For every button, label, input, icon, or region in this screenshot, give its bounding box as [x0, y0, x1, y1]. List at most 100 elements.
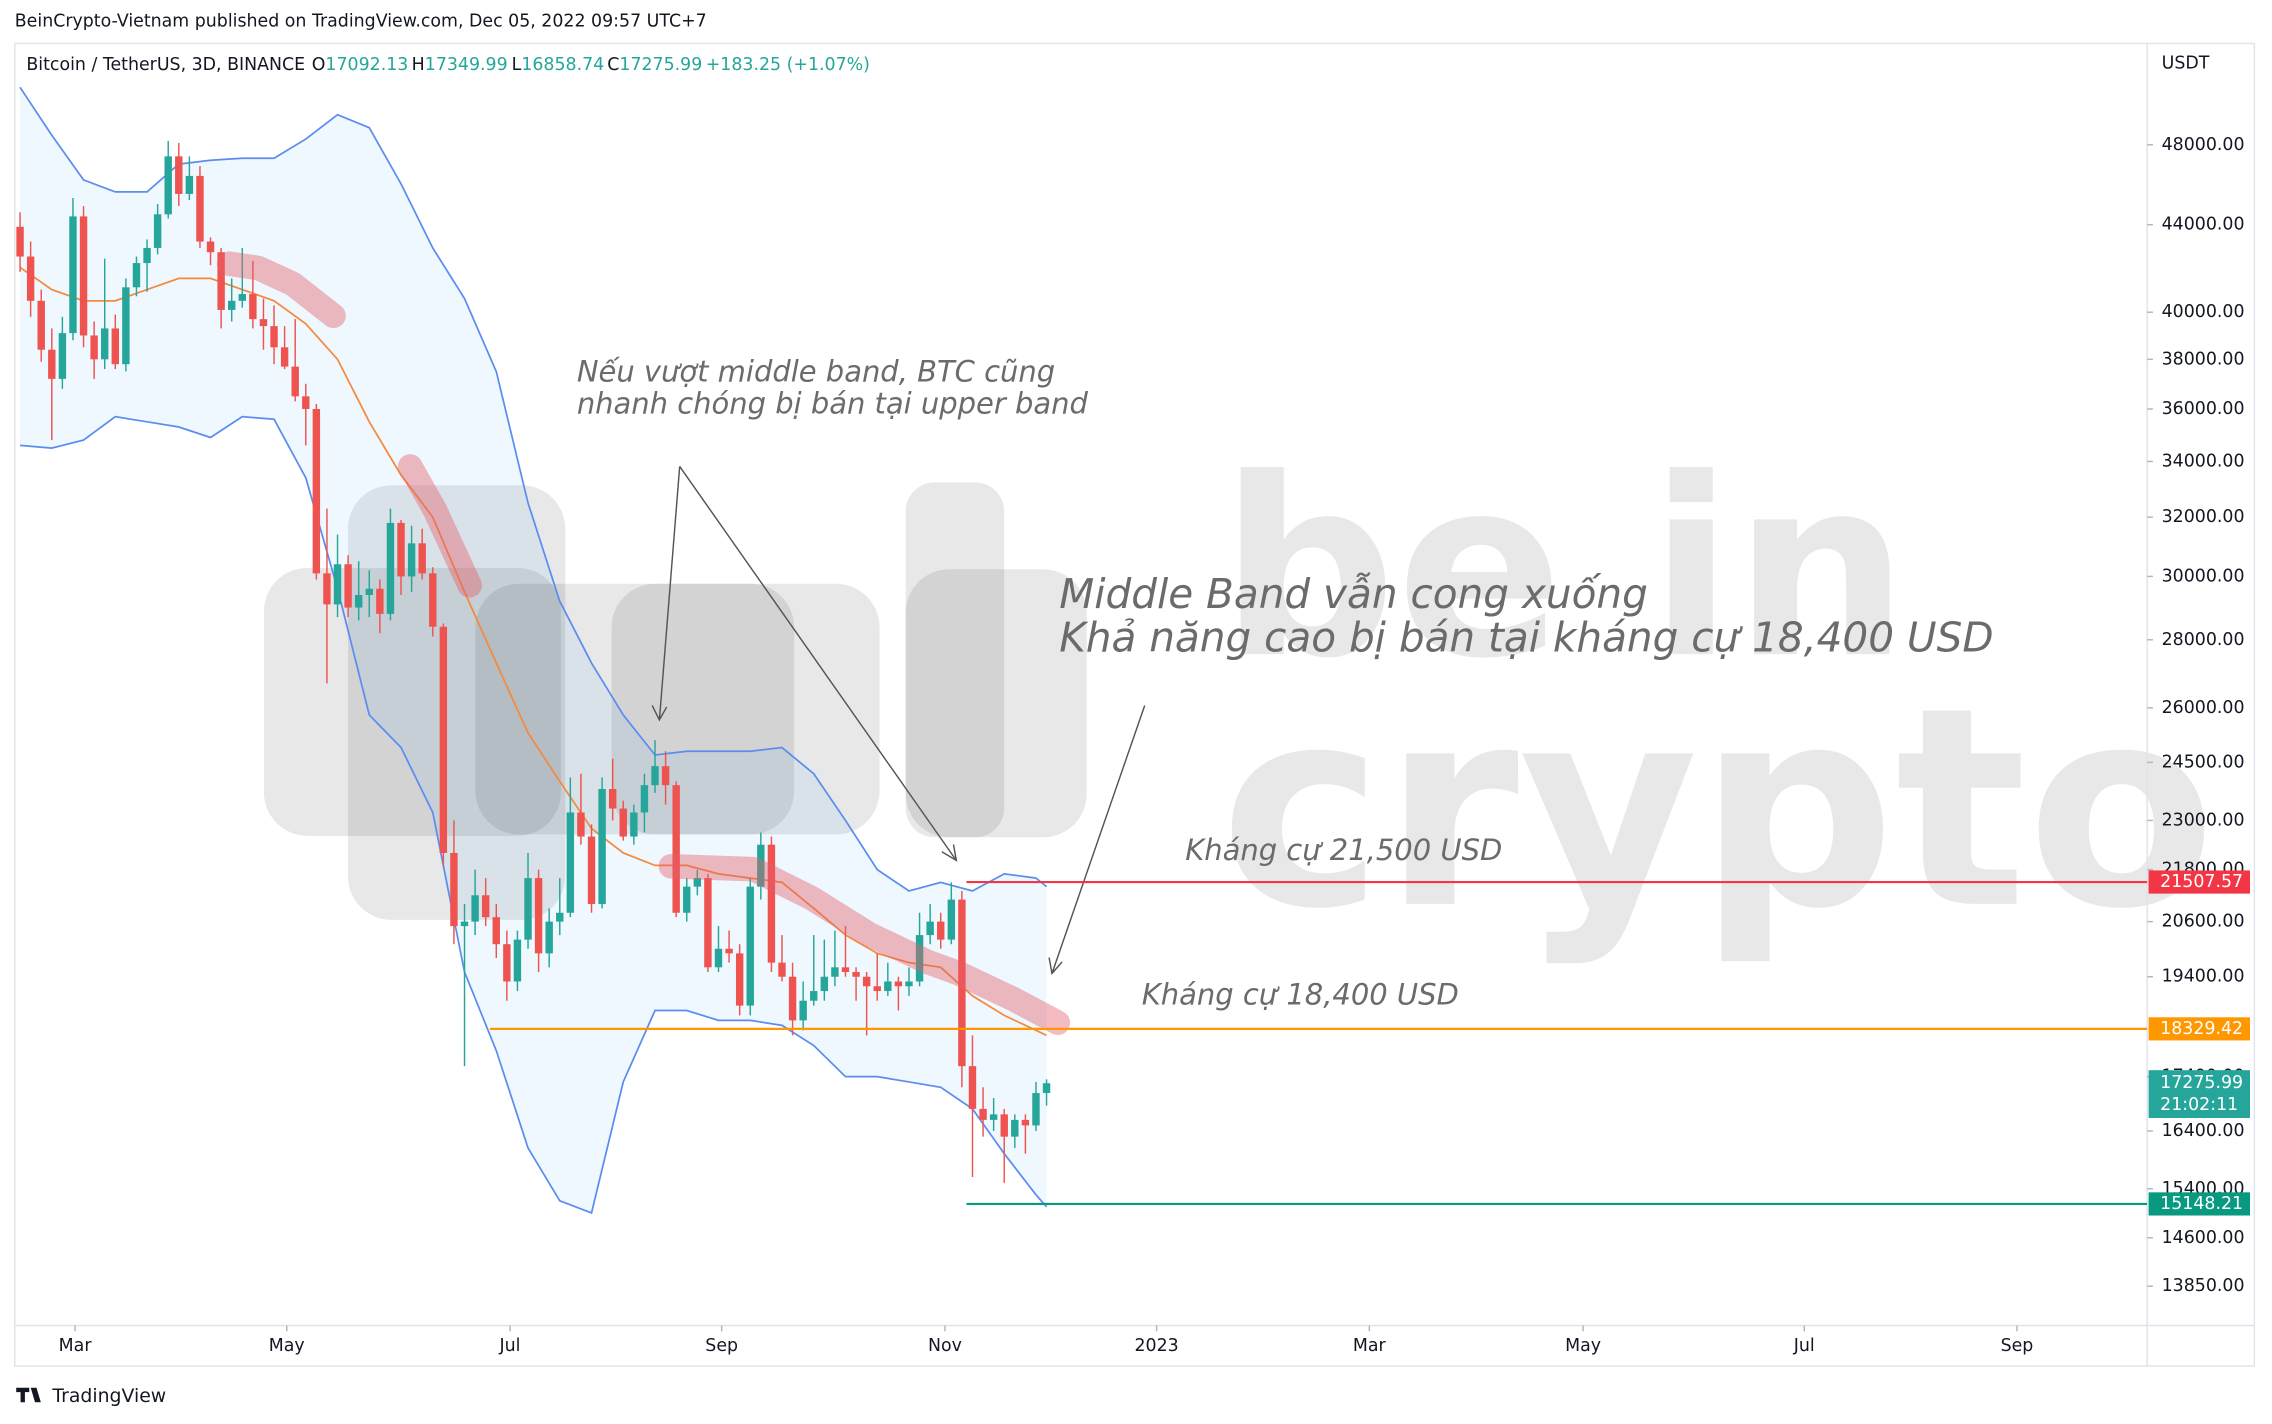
candle-body — [333, 564, 342, 605]
candle-body — [545, 921, 553, 954]
candle-body — [111, 328, 120, 365]
candle-body — [619, 808, 627, 837]
band-line — [19, 415, 1048, 1215]
annotation: Kháng cự 18,400 USD — [1142, 978, 1459, 1012]
x-tick-label: Mar — [59, 1336, 93, 1356]
candle-body — [979, 1108, 987, 1120]
candle-body — [640, 785, 649, 813]
candle-body — [122, 287, 130, 365]
highlight-stroke — [216, 251, 346, 329]
y-tick-label: 34000.00 — [2162, 451, 2245, 471]
y-tick-label: 20600.00 — [2162, 912, 2245, 932]
last-price-box — [2148, 1070, 2250, 1118]
x-tick-label: Jul — [499, 1336, 521, 1356]
candle-body — [90, 335, 98, 360]
watermark-text: be in — [1220, 426, 1909, 713]
y-tick-label: 44000.00 — [2162, 215, 2245, 235]
annotation: Middle Band vẫn cong xuống — [1059, 570, 1648, 618]
legend-item: C17275.99 — [607, 55, 702, 75]
candle-body — [524, 878, 532, 940]
candle-body — [1000, 1114, 1008, 1137]
candle-body — [661, 766, 670, 786]
countdown-label: 21:02:11 — [2160, 1095, 2238, 1115]
y-axis-label: USDT — [2162, 54, 2210, 74]
candle-body — [725, 948, 733, 954]
legend-change: +183.25 (+1.07%) — [706, 55, 870, 75]
highlight-stroke — [397, 454, 482, 598]
candle-body — [481, 895, 490, 918]
candle-body — [418, 543, 426, 574]
y-tick-label: 32000.00 — [2162, 507, 2245, 527]
y-tick-label: 40000.00 — [2162, 302, 2245, 322]
candle-body — [683, 886, 691, 913]
y-tick-label: 26000.00 — [2162, 698, 2245, 718]
candle-body — [132, 263, 141, 288]
candle-body — [101, 328, 109, 360]
x-tick-label: May — [1565, 1336, 1601, 1356]
legend-key: H — [412, 55, 425, 75]
y-tick-label: 28000.00 — [2162, 630, 2245, 650]
candle-body — [1011, 1119, 1019, 1137]
attribution: BeinCrypto-Vietnam published on TradingV… — [15, 12, 707, 32]
x-tick-label: Jul — [1793, 1336, 1815, 1356]
candle-body — [841, 967, 850, 973]
legend-key: C — [607, 55, 619, 75]
candle-body — [735, 953, 744, 1006]
price-label: 21507.57 — [2160, 872, 2243, 892]
candle-body — [577, 812, 585, 837]
price-label-box — [2148, 870, 2250, 894]
candle-body — [820, 976, 829, 992]
candle-body — [534, 878, 543, 954]
candle-body — [492, 917, 500, 945]
plot — [16, 86, 1051, 1215]
logo-block — [905, 569, 1087, 838]
y-tick-label: 30000.00 — [2162, 566, 2245, 586]
candle-body — [810, 991, 818, 1001]
watermark-text: crypto — [1220, 649, 2216, 969]
candle-body — [513, 939, 522, 982]
candle-body — [344, 564, 352, 608]
candle-body — [58, 333, 67, 379]
candle-body — [153, 214, 162, 248]
price-label-box — [2148, 1192, 2250, 1216]
candle-body — [450, 852, 458, 927]
x-tick-label: Mar — [1353, 1336, 1387, 1356]
candle-body — [630, 812, 638, 837]
x-tick-label: May — [269, 1336, 305, 1356]
highlight-stroke — [658, 853, 1071, 1036]
candle-body — [778, 962, 786, 977]
footer-logo — [16, 1387, 41, 1403]
candle-body — [672, 785, 680, 913]
annotation: Khả năng cao bị bán tại kháng cự 18,400 … — [1059, 613, 1993, 661]
annotation: Kháng cự 21,500 USD — [1185, 833, 1502, 867]
candle-body — [968, 1066, 977, 1109]
candle-body — [439, 626, 448, 853]
candle-body — [206, 241, 215, 253]
candle-body — [767, 844, 776, 963]
legend-key: O — [312, 55, 326, 75]
candle-body — [460, 921, 469, 927]
candle-body — [175, 156, 183, 194]
candle-body — [323, 573, 331, 605]
candle-body — [989, 1114, 998, 1120]
candle-body — [16, 226, 24, 257]
legend-value: 17092.13 — [325, 55, 408, 75]
candle-body — [926, 921, 934, 936]
price-label-box — [2148, 1017, 2250, 1041]
candle-body — [503, 944, 511, 982]
candle-body — [270, 326, 278, 348]
candle-body — [1032, 1093, 1040, 1126]
candle-body — [937, 921, 945, 940]
footer-text: TradingView — [51, 1386, 166, 1407]
y-tick-label: 13850.00 — [2162, 1276, 2245, 1296]
candle-body — [1021, 1119, 1030, 1126]
candle-body — [884, 981, 892, 992]
arrow — [1048, 705, 1146, 976]
highlights — [216, 251, 1071, 1036]
candle-body — [905, 981, 913, 987]
candle-body — [37, 300, 45, 350]
legend-value: 17349.99 — [425, 55, 508, 75]
candle-body — [947, 899, 956, 940]
